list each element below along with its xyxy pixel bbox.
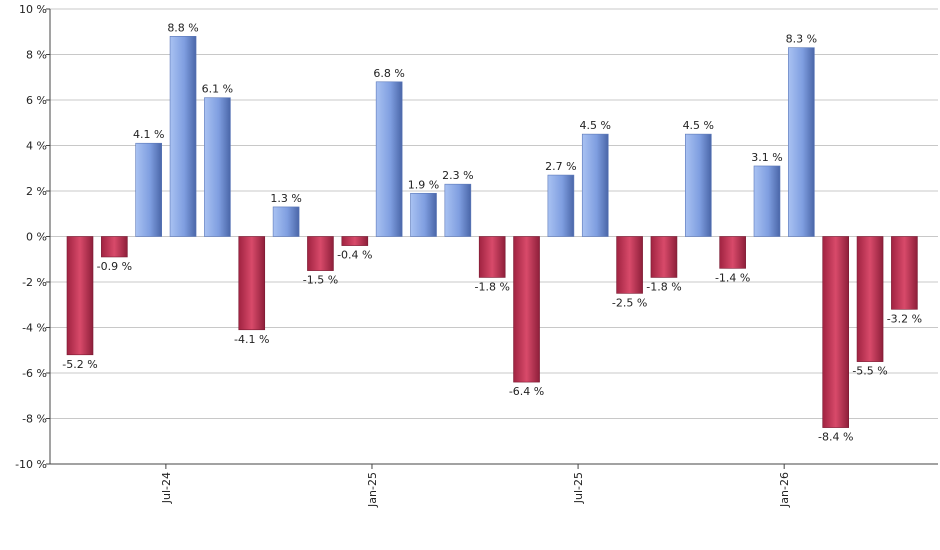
y-tick-label: 6 % [26, 94, 47, 107]
bar [204, 97, 231, 237]
bar [788, 47, 815, 237]
y-tick-label: -8 % [22, 413, 47, 426]
bar-value-label: -3.2 % [887, 312, 922, 325]
bar-value-label: -4.1 % [234, 333, 269, 346]
bar [66, 236, 94, 356]
bar-value-label: 1.3 % [270, 192, 301, 205]
y-tick-label: 10 % [19, 3, 47, 16]
bar-value-label: 2.7 % [545, 160, 576, 173]
bar-value-label: 6.8 % [373, 67, 404, 80]
y-tick-label: 2 % [26, 185, 47, 198]
x-tick-label: Jul-24 [160, 472, 173, 504]
bar-value-label: -6.4 % [509, 385, 544, 398]
bar-value-label: -1.8 % [474, 280, 509, 293]
bar-value-label: 8.3 % [786, 33, 817, 46]
y-tick-label: 4 % [26, 140, 47, 153]
bar [513, 236, 540, 383]
bar-value-label: 1.9 % [408, 178, 439, 191]
bars [66, 35, 918, 428]
bar [650, 236, 678, 278]
x-tick-label: Jan-25 [366, 472, 379, 508]
bar-value-label: -1.8 % [646, 280, 681, 293]
bar [822, 236, 850, 428]
y-tick-label: -2 % [22, 276, 47, 289]
bar-value-label: 4.5 % [683, 119, 714, 132]
bar-value-label: 4.1 % [133, 128, 164, 141]
bar [410, 192, 437, 237]
y-tick-label: 0 % [26, 231, 47, 244]
bar [684, 133, 712, 237]
bar [547, 174, 575, 237]
bar [169, 35, 197, 237]
bar-value-label: -8.4 % [818, 431, 853, 444]
bar-value-label: -1.4 % [715, 271, 750, 284]
bar [444, 183, 472, 237]
bar [719, 236, 746, 269]
bar [891, 236, 918, 310]
bar-value-label: -1.5 % [303, 274, 338, 287]
bar [753, 165, 781, 237]
bar [581, 133, 609, 237]
y-tick-label: -10 % [15, 458, 47, 471]
bar [856, 236, 884, 362]
bar-value-label: -5.5 % [852, 365, 887, 378]
bar [135, 142, 162, 237]
bar [616, 236, 643, 294]
bar [238, 236, 266, 331]
x-tick-label: Jan-26 [778, 472, 791, 508]
bar-value-label: -0.4 % [337, 249, 372, 262]
bar [272, 206, 300, 237]
bar [478, 236, 506, 278]
bar-value-label: 2.3 % [442, 169, 473, 182]
bar [375, 81, 403, 237]
bar-value-label: 3.1 % [751, 151, 782, 164]
bar-value-label: -0.9 % [97, 260, 132, 273]
y-tick-label: -4 % [22, 322, 47, 335]
bar-value-label: 4.5 % [580, 119, 611, 132]
y-tick-label: 8 % [26, 49, 47, 62]
bar-value-label: 8.8 % [167, 21, 198, 34]
bar-value-label: -5.2 % [62, 358, 97, 371]
x-tick-label: Jul-25 [572, 472, 585, 504]
bar [341, 236, 369, 246]
bar-value-label: 6.1 % [202, 83, 233, 96]
axes: -10 % -8 % -6 % -4 % -2 % 0 % 2 % 4 % 6 % 8 % 10 %… [15, 3, 938, 508]
bar [307, 236, 334, 271]
data-labels: -5.2 % -0.9 % 4.1 % 8.8 % 6.1 % -4.1 % 1.3 % -1… [62, 21, 922, 443]
bar-value-label: -2.5 % [612, 296, 647, 309]
y-tick-label: -6 % [22, 367, 47, 380]
bar [101, 236, 128, 258]
